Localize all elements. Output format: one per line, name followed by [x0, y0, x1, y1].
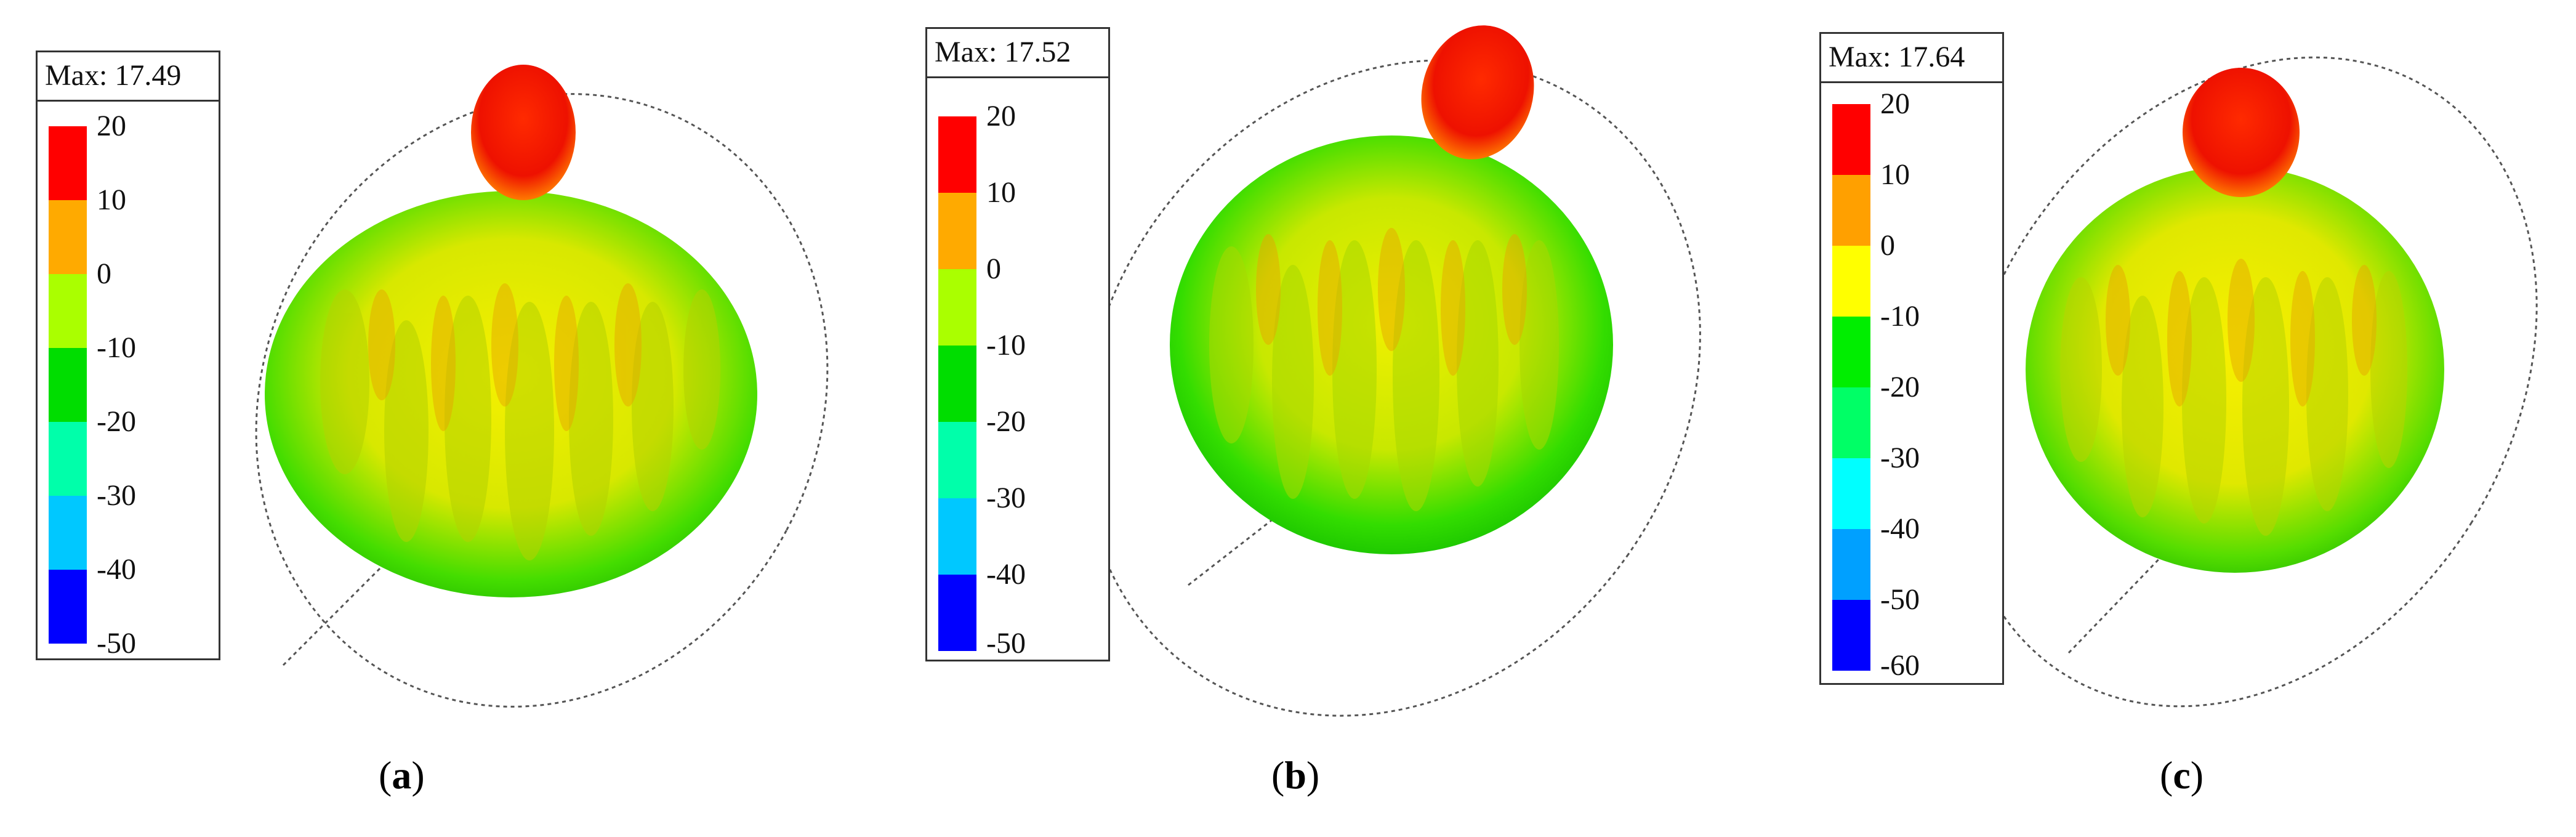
- legend-swatch: [938, 269, 976, 346]
- legend-tick: -50: [1880, 583, 1920, 616]
- max-value-label: Max: 17.49: [38, 52, 219, 102]
- legend-tick: 0: [1880, 229, 1895, 262]
- radiation-pattern-a: [255, 65, 829, 708]
- max-value-label: Max: 17.64: [1821, 34, 2002, 83]
- bounding-ellipse: [1082, 59, 1701, 717]
- main-lobe: [1421, 25, 1534, 160]
- legend-swatch: [938, 498, 976, 575]
- panel-c: Max: 17.64 20 10 0 -10 -20 -30 -40 -50 -…: [1785, 0, 2576, 837]
- legend-tick: -20: [1880, 371, 1920, 403]
- legend-swatch: [1832, 529, 1870, 600]
- legend-swatch: [938, 346, 976, 422]
- legend-tick: 0: [97, 257, 111, 290]
- legend-tick: -40: [1880, 512, 1920, 545]
- legend-swatch: [49, 570, 87, 644]
- legend-tick: -30: [1880, 442, 1920, 474]
- color-legend-c: Max: 17.64 20 10 0 -10 -20 -30 -40 -50 -…: [1819, 32, 2004, 685]
- caption-letter: c: [2173, 753, 2191, 797]
- caption-c: (c): [2160, 753, 2204, 797]
- max-value-label: Max: 17.52: [927, 29, 1108, 78]
- caption-letter: a: [392, 753, 412, 797]
- legend-tick: -30: [986, 482, 1026, 514]
- legend-swatch: [938, 575, 976, 651]
- panel-b: Max: 17.52 20 10 0 -10 -20 -30 -40 -50 (…: [862, 0, 1785, 837]
- legend-swatch: [49, 126, 87, 200]
- legend-tick: 20: [97, 110, 126, 142]
- legend-swatch: [1832, 175, 1870, 246]
- caption-b: (b): [1271, 753, 1320, 797]
- legend-swatch: [49, 348, 87, 422]
- legend-tick: -40: [97, 553, 136, 586]
- legend-swatch: [938, 193, 976, 269]
- radiation-pattern-b: [1082, 25, 1701, 717]
- legend-swatch: [938, 422, 976, 498]
- legend-tick: 20: [986, 100, 1016, 132]
- legend-swatch: [1832, 387, 1870, 458]
- legend-tick: -40: [986, 558, 1026, 591]
- legend-swatch: [938, 116, 976, 193]
- legend-tick: -20: [986, 405, 1026, 438]
- legend-swatch: [49, 274, 87, 348]
- main-lobe: [471, 65, 576, 200]
- legend-swatch: [1832, 600, 1870, 671]
- legend-tick: -60: [1880, 649, 1920, 682]
- legend-tick: -50: [97, 627, 136, 660]
- legend-swatch: [1832, 317, 1870, 387]
- legend-tick: -10: [986, 329, 1026, 362]
- legend-color-bar: [938, 116, 976, 651]
- legend-tick: 0: [986, 253, 1001, 285]
- legend-tick: -20: [97, 405, 136, 438]
- caption-a: (a): [379, 753, 425, 797]
- legend-tick: -30: [97, 479, 136, 512]
- main-lobe: [2183, 68, 2300, 197]
- legend-tick: 10: [986, 176, 1016, 209]
- legend-color-bar: [49, 126, 87, 644]
- legend-swatch: [49, 200, 87, 274]
- radiation-pattern-c: [1957, 56, 2538, 708]
- color-legend-b: Max: 17.52 20 10 0 -10 -20 -30 -40 -50: [925, 27, 1110, 661]
- legend-swatch: [1832, 104, 1870, 175]
- legend-swatch: [49, 496, 87, 570]
- legend-tick: 10: [1880, 158, 1910, 191]
- legend-swatch: [49, 422, 87, 496]
- legend-swatch: [1832, 458, 1870, 529]
- sidelobe-ridges: [2060, 271, 2407, 536]
- bounding-ellipse: [1957, 56, 2538, 708]
- caption-letter: b: [1284, 753, 1306, 797]
- panel-a: Max: 17.49 20 10 0 -10 -20 -30 -40 -50 (…: [0, 0, 862, 837]
- legend-color-bar: [1832, 104, 1870, 671]
- sidelobe-ridges: [320, 289, 720, 560]
- legend-tick: 20: [1880, 87, 1910, 120]
- legend-tick: -10: [97, 331, 136, 364]
- legend-tick: 10: [97, 184, 126, 216]
- legend-swatch: [1832, 246, 1870, 317]
- bounding-ellipse: [255, 93, 829, 708]
- legend-tick: -10: [1880, 300, 1920, 333]
- sidelobe-ridges: [1209, 240, 1559, 511]
- legend-tick: -50: [986, 627, 1026, 660]
- color-legend-a: Max: 17.49 20 10 0 -10 -20 -30 -40 -50: [36, 51, 220, 660]
